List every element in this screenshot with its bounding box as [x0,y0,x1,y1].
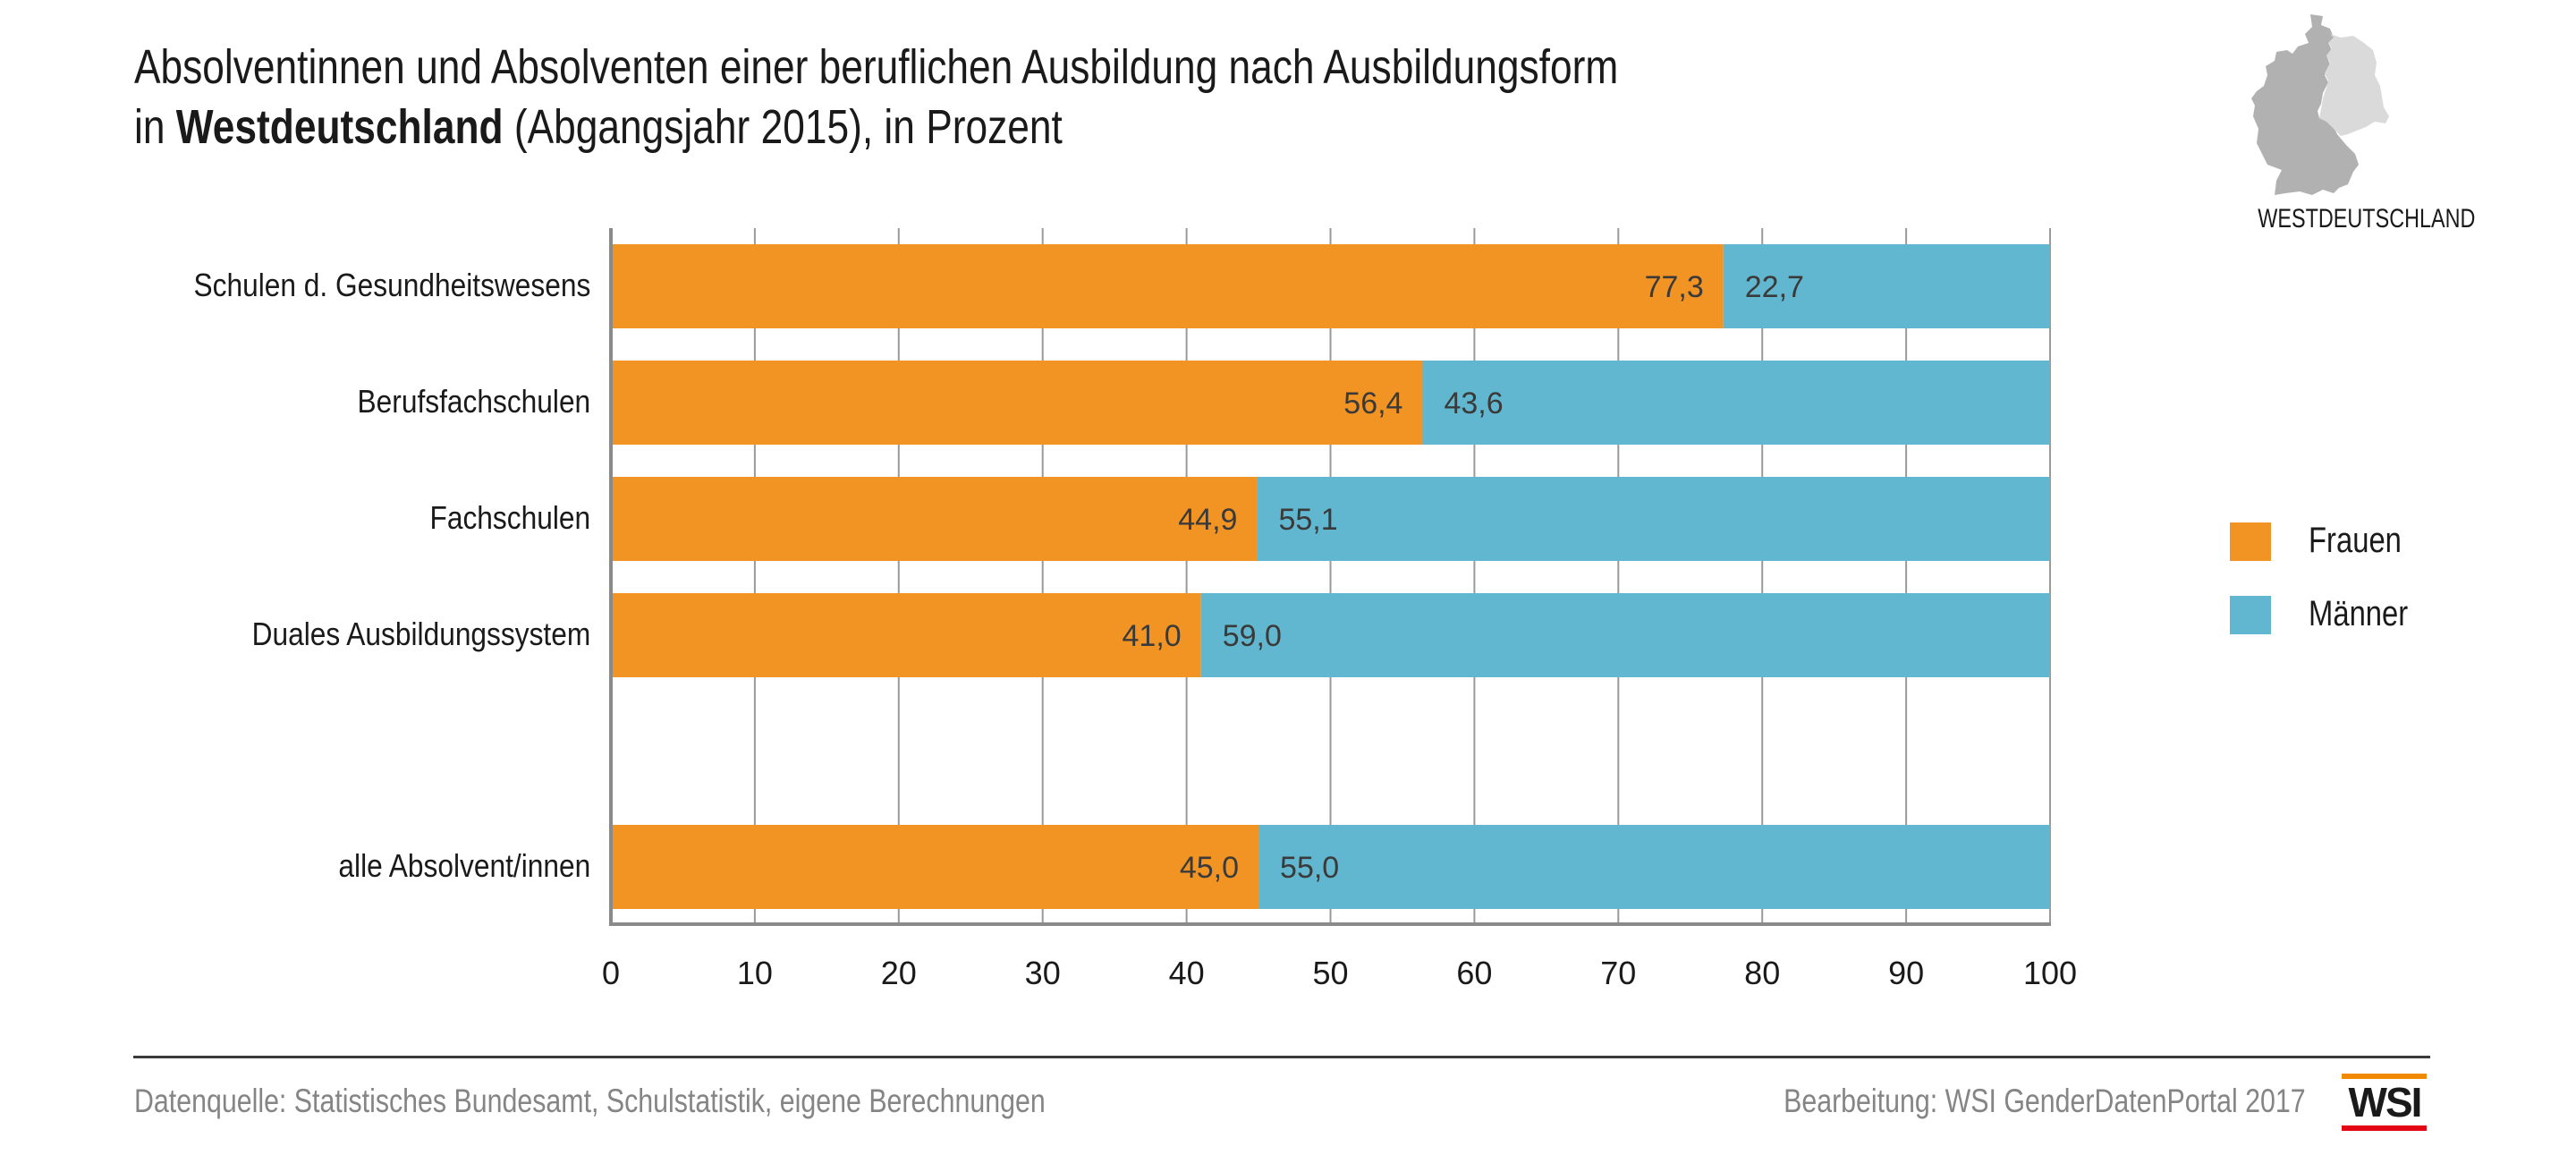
category-label-3: Duales Ausbildungssystem [206,616,590,653]
x-tick-label-40: 40 [1169,955,1205,991]
legend-swatch-frauen [2230,522,2271,561]
chart-title-line-1: Absolventinnen und Absolventen einer ber… [134,43,1944,91]
x-tick-label-80: 80 [1744,955,1780,991]
x-tick-label-20: 20 [881,955,917,991]
footer-source-text: Datenquelle: Statistisches Bundesamt, Sc… [134,1083,1046,1119]
bars [611,244,2050,909]
footer-credit-text: Bearbeitung: WSI GenderDatenPortal 2017 [1784,1083,2306,1119]
legend-label-maenner: Männer [2309,594,2430,634]
germany-map-svg [2251,14,2389,195]
bar-männer-3 [1200,593,2050,677]
value-label-männer-1: 43,6 [1444,386,1503,420]
x-tick-labels: 0 10 20 30 40 50 60 70 80 90 100 [602,955,2077,991]
logo-top-bar [2342,1074,2427,1079]
x-tick-label-10: 10 [737,955,773,991]
bar-frauen-2 [611,477,1258,561]
category-label-4: alle Absolvent/innen [304,847,590,885]
value-label-frauen-2: 44,9 [1178,503,1237,537]
legend-label-frauen: Frauen [2309,521,2422,561]
map-east-germany [2319,34,2389,136]
value-label-frauen-3: 41,0 [1123,619,1182,653]
bar-frauen-3 [611,593,1201,677]
bar-frauen-0 [611,244,1724,328]
category-label-text: Fachschulen [429,499,590,536]
title-text-2: in Westdeutschland (Abgangsjahr 2015), i… [134,103,1063,151]
x-tick-label-30: 30 [1025,955,1061,991]
x-tick-label-0: 0 [602,955,620,991]
x-tick-label-90: 90 [1888,955,1924,991]
category-label-2: Fachschulen [408,499,590,537]
x-tick-label-60: 60 [1456,955,1492,991]
logo-bottom-bar [2342,1125,2427,1131]
bar-frauen-4 [611,825,1259,909]
value-label-frauen-1: 56,4 [1343,386,1402,420]
bar-frauen-1 [611,361,1423,445]
category-label-1: Berufsfachschulen [326,383,590,420]
bar-männer-1 [1422,361,2050,445]
title-suffix: (Abgangsjahr 2015), in Prozent [503,100,1063,154]
category-label-0: Schulen d. Gesundheitswesens [140,267,590,304]
category-label-text: Schulen d. Gesundheitswesens [193,267,590,303]
footer-credit: Bearbeitung: WSI GenderDatenPortal 2017 [1669,1083,2306,1120]
title-text-1: Absolventinnen und Absolventen einer ber… [134,40,1619,94]
value-label-frauen-0: 77,3 [1645,270,1704,304]
legend-label-frauen-text: Frauen [2309,521,2402,560]
germany-map-icon [2241,11,2402,203]
category-label-text: alle Absolvent/innen [338,847,590,884]
map-west-germany [2251,14,2359,195]
legend-swatch-maenner [2230,596,2271,634]
legend-label-maenner-text: Männer [2309,594,2409,633]
title-prefix: in [134,100,176,154]
value-label-männer-3: 59,0 [1223,619,1282,653]
x-tick-label-50: 50 [1312,955,1348,991]
chart-title-line-2: in Westdeutschland (Abgangsjahr 2015), i… [134,103,1267,151]
wsi-logo: WSI [2342,1072,2428,1133]
x-tick-label-100: 100 [2023,955,2077,991]
value-label-männer-0: 22,7 [1745,270,1804,304]
gridlines [753,228,2051,924]
x-tick-label-70: 70 [1600,955,1636,991]
map-label: WESTDEUTSCHLAND [2227,204,2475,234]
category-label-text: Berufsfachschulen [357,383,590,420]
axes [609,228,2051,926]
title-region: Westdeutschland [175,100,504,154]
value-label-frauen-4: 45,0 [1180,851,1239,885]
bar-männer-0 [1723,244,2050,328]
footer-divider [133,1056,2430,1058]
category-label-text: Duales Ausbildungssystem [251,616,590,652]
value-label-männer-2: 55,1 [1278,503,1337,537]
value-label-männer-4: 55,0 [1280,851,1339,885]
bar-männer-4 [1258,825,2050,909]
footer-source: Datenquelle: Statistisches Bundesamt, Sc… [134,1083,1245,1120]
map-label-text: WESTDEUTSCHLAND [2258,204,2476,234]
bar-männer-2 [1257,477,2050,561]
logo-text: WSI [2348,1079,2423,1125]
value-labels: 77,3 22,7 56,4 43,6 44,9 55,1 41,0 59,0 45,0 55,0 [1123,270,1804,885]
